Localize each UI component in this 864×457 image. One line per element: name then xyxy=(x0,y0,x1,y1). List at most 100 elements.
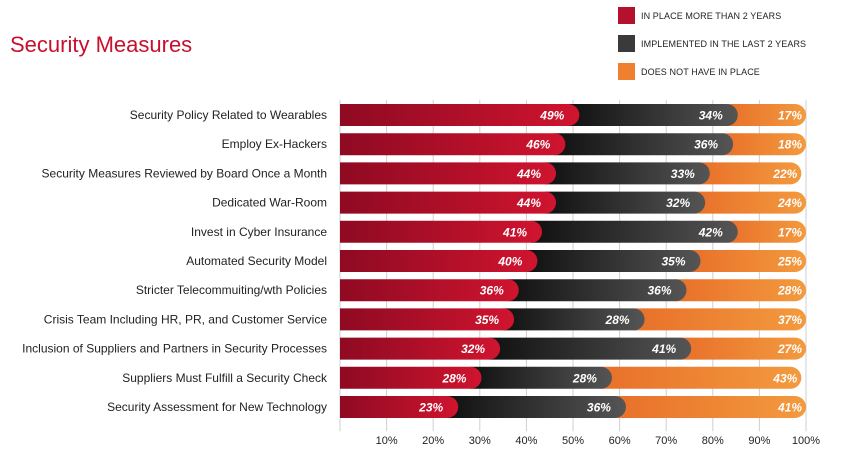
legend-label-in-place: IN PLACE MORE THAN 2 YEARS xyxy=(641,10,782,21)
data-label: 32% xyxy=(461,342,485,356)
x-tick-label: 90% xyxy=(748,435,770,447)
bar-segment xyxy=(675,279,806,302)
category-label: Suppliers Must Fulfill a Security Check xyxy=(122,371,328,385)
data-label: 17% xyxy=(778,225,802,239)
data-label: 17% xyxy=(778,109,802,123)
legend-label-not-in-place: DOES NOT HAVE IN PLACE xyxy=(641,66,760,77)
x-tick-label: 80% xyxy=(702,435,724,447)
data-label: 35% xyxy=(475,313,499,327)
category-label: Employ Ex-Hackers xyxy=(222,137,327,151)
bar-row: 35% 28% 37% xyxy=(340,308,806,331)
data-label: 35% xyxy=(661,255,685,269)
bar-row: 36% 36% 28% xyxy=(340,279,806,302)
category-label: Security Measures Reviewed by Board Once… xyxy=(42,166,327,180)
legend-swatch-implemented xyxy=(618,35,635,52)
bar-segment xyxy=(340,279,519,302)
x-tick-label: 100% xyxy=(792,435,820,447)
legend: IN PLACE MORE THAN 2 YEARS IMPLEMENTED I… xyxy=(618,6,806,90)
x-tick-label: 30% xyxy=(469,435,491,447)
bar-row: 49% 34% 17% xyxy=(340,104,806,126)
bar-segment xyxy=(340,191,557,214)
legend-item-not-in-place: DOES NOT HAVE IN PLACE xyxy=(618,62,806,81)
category-label: Stricter Telecommuiting/wth Policies xyxy=(136,283,327,297)
bar-segment xyxy=(340,220,543,243)
legend-item-in-place: IN PLACE MORE THAN 2 YEARS xyxy=(618,6,806,25)
category-label: Invest in Cyber Insurance xyxy=(191,225,327,239)
bar-row: 44% 33% 22% xyxy=(340,162,802,185)
bar-segment xyxy=(340,133,566,156)
legend-item-implemented: IMPLEMENTED IN THE LAST 2 YEARS xyxy=(618,34,806,53)
data-label: 40% xyxy=(497,255,522,269)
data-label: 24% xyxy=(777,196,802,210)
bar-row: 23% 36% 41% xyxy=(340,396,806,418)
data-label: 37% xyxy=(778,313,802,327)
legend-swatch-in-place xyxy=(618,7,635,24)
bar-segment xyxy=(680,337,806,360)
bar-segment xyxy=(470,366,612,389)
bar-segment xyxy=(340,337,501,360)
category-label: Security Policy Related to Wearables xyxy=(130,108,327,122)
bar-segment xyxy=(545,191,706,214)
data-label: 33% xyxy=(671,167,695,181)
bar-segment xyxy=(698,162,802,185)
bar-segment xyxy=(340,104,580,126)
bar-segment xyxy=(726,104,806,126)
legend-swatch-not-in-place xyxy=(618,63,635,80)
data-label: 41% xyxy=(502,225,527,239)
data-label: 18% xyxy=(778,138,802,152)
data-label: 34% xyxy=(699,109,723,123)
bar-segment xyxy=(722,133,806,156)
category-label: Security Assessment for New Technology xyxy=(107,400,327,414)
data-label: 46% xyxy=(525,138,550,152)
bar-segment xyxy=(340,396,459,418)
bar-row: 44% 32% 24% xyxy=(340,191,806,214)
data-label: 41% xyxy=(777,401,802,415)
bar-segment xyxy=(726,220,806,243)
bar-segment xyxy=(600,366,802,389)
bar-segment xyxy=(568,104,738,126)
x-tick-label: 20% xyxy=(422,435,444,447)
x-axis-ticks: 10% 20% 30% 40% 50% 60% 70% 80% 90% 100% xyxy=(376,435,821,447)
bar-segment xyxy=(340,308,515,331)
data-label: 27% xyxy=(777,342,802,356)
bar-segment xyxy=(340,366,482,389)
bar-row: 28% 28% 43% xyxy=(340,366,802,389)
data-label: 36% xyxy=(480,284,504,298)
bar-segment xyxy=(503,308,645,331)
data-label: 43% xyxy=(772,371,797,385)
data-label: 49% xyxy=(539,109,564,123)
bar-segment xyxy=(633,308,806,331)
x-tick-label: 60% xyxy=(609,435,631,447)
bars: 49% 34% 17%46% 36% 18%44% 33% 22%44% 32% 24%41% 4… xyxy=(340,104,806,418)
bar-segment xyxy=(489,337,692,360)
x-tick-label: 70% xyxy=(655,435,677,447)
data-label: 32% xyxy=(666,196,690,210)
bar-row: 32% 41% 27% xyxy=(340,337,806,360)
bar-segment xyxy=(614,396,806,418)
bar-segment xyxy=(447,396,626,418)
x-tick-label: 40% xyxy=(515,435,537,447)
data-label: 44% xyxy=(516,167,541,181)
x-tick-label: 50% xyxy=(562,435,584,447)
chart-title: Security Measures xyxy=(10,32,193,57)
bar-segment xyxy=(554,133,734,156)
category-labels: Security Policy Related to Wearables Empl… xyxy=(22,108,328,414)
data-label: 22% xyxy=(772,167,797,181)
data-label: 28% xyxy=(441,371,466,385)
bar-segment xyxy=(507,279,687,302)
data-label: 36% xyxy=(587,401,611,415)
data-label: 28% xyxy=(605,313,630,327)
data-label: 23% xyxy=(418,401,443,415)
bar-row: 41% 42% 17% xyxy=(340,220,806,243)
data-label: 25% xyxy=(777,255,802,269)
bar-segment xyxy=(340,162,557,185)
data-label: 36% xyxy=(647,284,671,298)
bar-row: 40% 35% 25% xyxy=(340,250,806,272)
bar-segment xyxy=(545,162,710,185)
data-label: 36% xyxy=(694,138,718,152)
data-label: 28% xyxy=(777,284,802,298)
data-label: 44% xyxy=(516,196,541,210)
x-tick-label: 10% xyxy=(376,435,398,447)
bar-segment xyxy=(694,191,806,214)
